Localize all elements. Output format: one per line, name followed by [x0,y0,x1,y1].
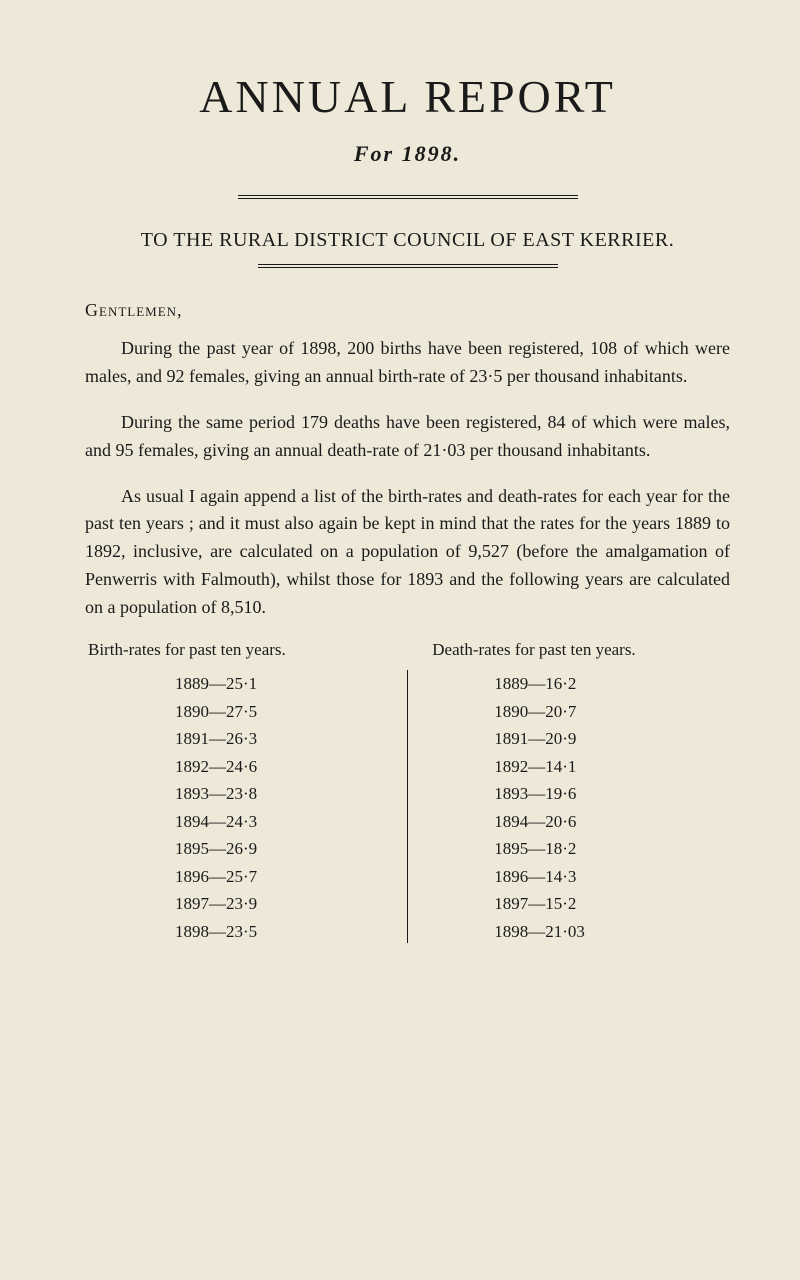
rate-value: 15·2 [545,890,576,918]
rate-row: 1895—18·2 [424,835,730,863]
rate-value: 25·7 [226,863,257,891]
paragraph: During the past year of 1898, 200 births… [85,335,730,391]
birth-rates-column: Birth-rates for past ten years. 1889—25·… [85,640,391,945]
rate-value: 23·5 [226,918,257,946]
rate-value: 23·9 [226,890,257,918]
rate-row: 1891—26·3 [85,725,391,753]
dash: — [209,670,226,698]
rate-year: 1889 [175,670,209,698]
birth-rates-header: Birth-rates for past ten years. [85,640,391,660]
rate-value: 25·1 [226,670,257,698]
rate-row: 1897—23·9 [85,890,391,918]
rate-value: 19·6 [545,780,576,808]
rate-row: 1893—23·8 [85,780,391,808]
rate-year: 1895 [494,835,528,863]
rate-year: 1893 [175,780,209,808]
dash: — [209,698,226,726]
rate-value: 27·5 [226,698,257,726]
rate-row: 1891—20·9 [424,725,730,753]
rate-row: 1898—21·03 [424,918,730,946]
rate-year: 1891 [175,725,209,753]
rates-columns: Birth-rates for past ten years. 1889—25·… [85,640,730,945]
rate-year: 1892 [494,753,528,781]
rule-under-council [258,264,558,268]
death-rates-header: Death-rates for past ten years. [424,640,730,660]
rate-row: 1892—24·6 [85,753,391,781]
dash: — [209,835,226,863]
rate-row: 1889—16·2 [424,670,730,698]
rate-year: 1891 [494,725,528,753]
dash: — [209,780,226,808]
dash: — [528,670,545,698]
dash: — [528,780,545,808]
rate-value: 23·8 [226,780,257,808]
dash: — [209,753,226,781]
dash: — [528,725,545,753]
rate-year: 1889 [494,670,528,698]
rate-row: 1893—19·6 [424,780,730,808]
dash: — [528,753,545,781]
rate-year: 1893 [494,780,528,808]
rate-year: 1895 [175,835,209,863]
rate-year: 1890 [175,698,209,726]
rate-row: 1896—25·7 [85,863,391,891]
rate-row: 1894—20·6 [424,808,730,836]
dash: — [209,725,226,753]
dash: — [209,918,226,946]
rate-value: 20·7 [545,698,576,726]
rate-value: 26·3 [226,725,257,753]
dash: — [528,863,545,891]
rate-year: 1896 [175,863,209,891]
rate-year: 1890 [494,698,528,726]
dash: — [209,890,226,918]
rule-top [238,195,578,199]
paragraph: During the same period 179 deaths have b… [85,409,730,465]
rate-row: 1889—25·1 [85,670,391,698]
rate-row: 1890—27·5 [85,698,391,726]
rate-row: 1896—14·3 [424,863,730,891]
dash: — [209,808,226,836]
rate-year: 1894 [494,808,528,836]
dash: — [528,698,545,726]
rate-year: 1898 [494,918,528,946]
council-line: TO THE RURAL DISTRICT COUNCIL OF EAST KE… [85,229,730,252]
rate-value: 14·3 [545,863,576,891]
rate-year: 1898 [175,918,209,946]
rate-row: 1892—14·1 [424,753,730,781]
dash: — [528,808,545,836]
rate-year: 1896 [494,863,528,891]
main-title: ANNUAL REPORT [85,70,730,123]
rate-value: 20·9 [545,725,576,753]
dash: — [209,863,226,891]
dash: — [528,918,545,946]
rate-row: 1897—15·2 [424,890,730,918]
salutation: Gentlemen, [85,300,730,321]
rate-value: 14·1 [545,753,576,781]
rate-row: 1898—23·5 [85,918,391,946]
subtitle: For 1898. [85,141,730,167]
rate-year: 1897 [494,890,528,918]
rate-row: 1890—20·7 [424,698,730,726]
rate-value: 18·2 [545,835,576,863]
death-rates-column: Death-rates for past ten years. 1889—16·… [424,640,730,945]
rate-value: 24·6 [226,753,257,781]
column-divider [407,670,409,943]
rate-value: 24·3 [226,808,257,836]
rate-year: 1897 [175,890,209,918]
rate-value: 20·6 [545,808,576,836]
rate-row: 1894—24·3 [85,808,391,836]
rate-row: 1895—26·9 [85,835,391,863]
rate-value: 21·03 [545,918,585,946]
dash: — [528,890,545,918]
dash: — [528,835,545,863]
rate-year: 1892 [175,753,209,781]
rate-year: 1894 [175,808,209,836]
rate-value: 16·2 [545,670,576,698]
rate-value: 26·9 [226,835,257,863]
paragraph: As usual I again append a list of the bi… [85,483,730,622]
